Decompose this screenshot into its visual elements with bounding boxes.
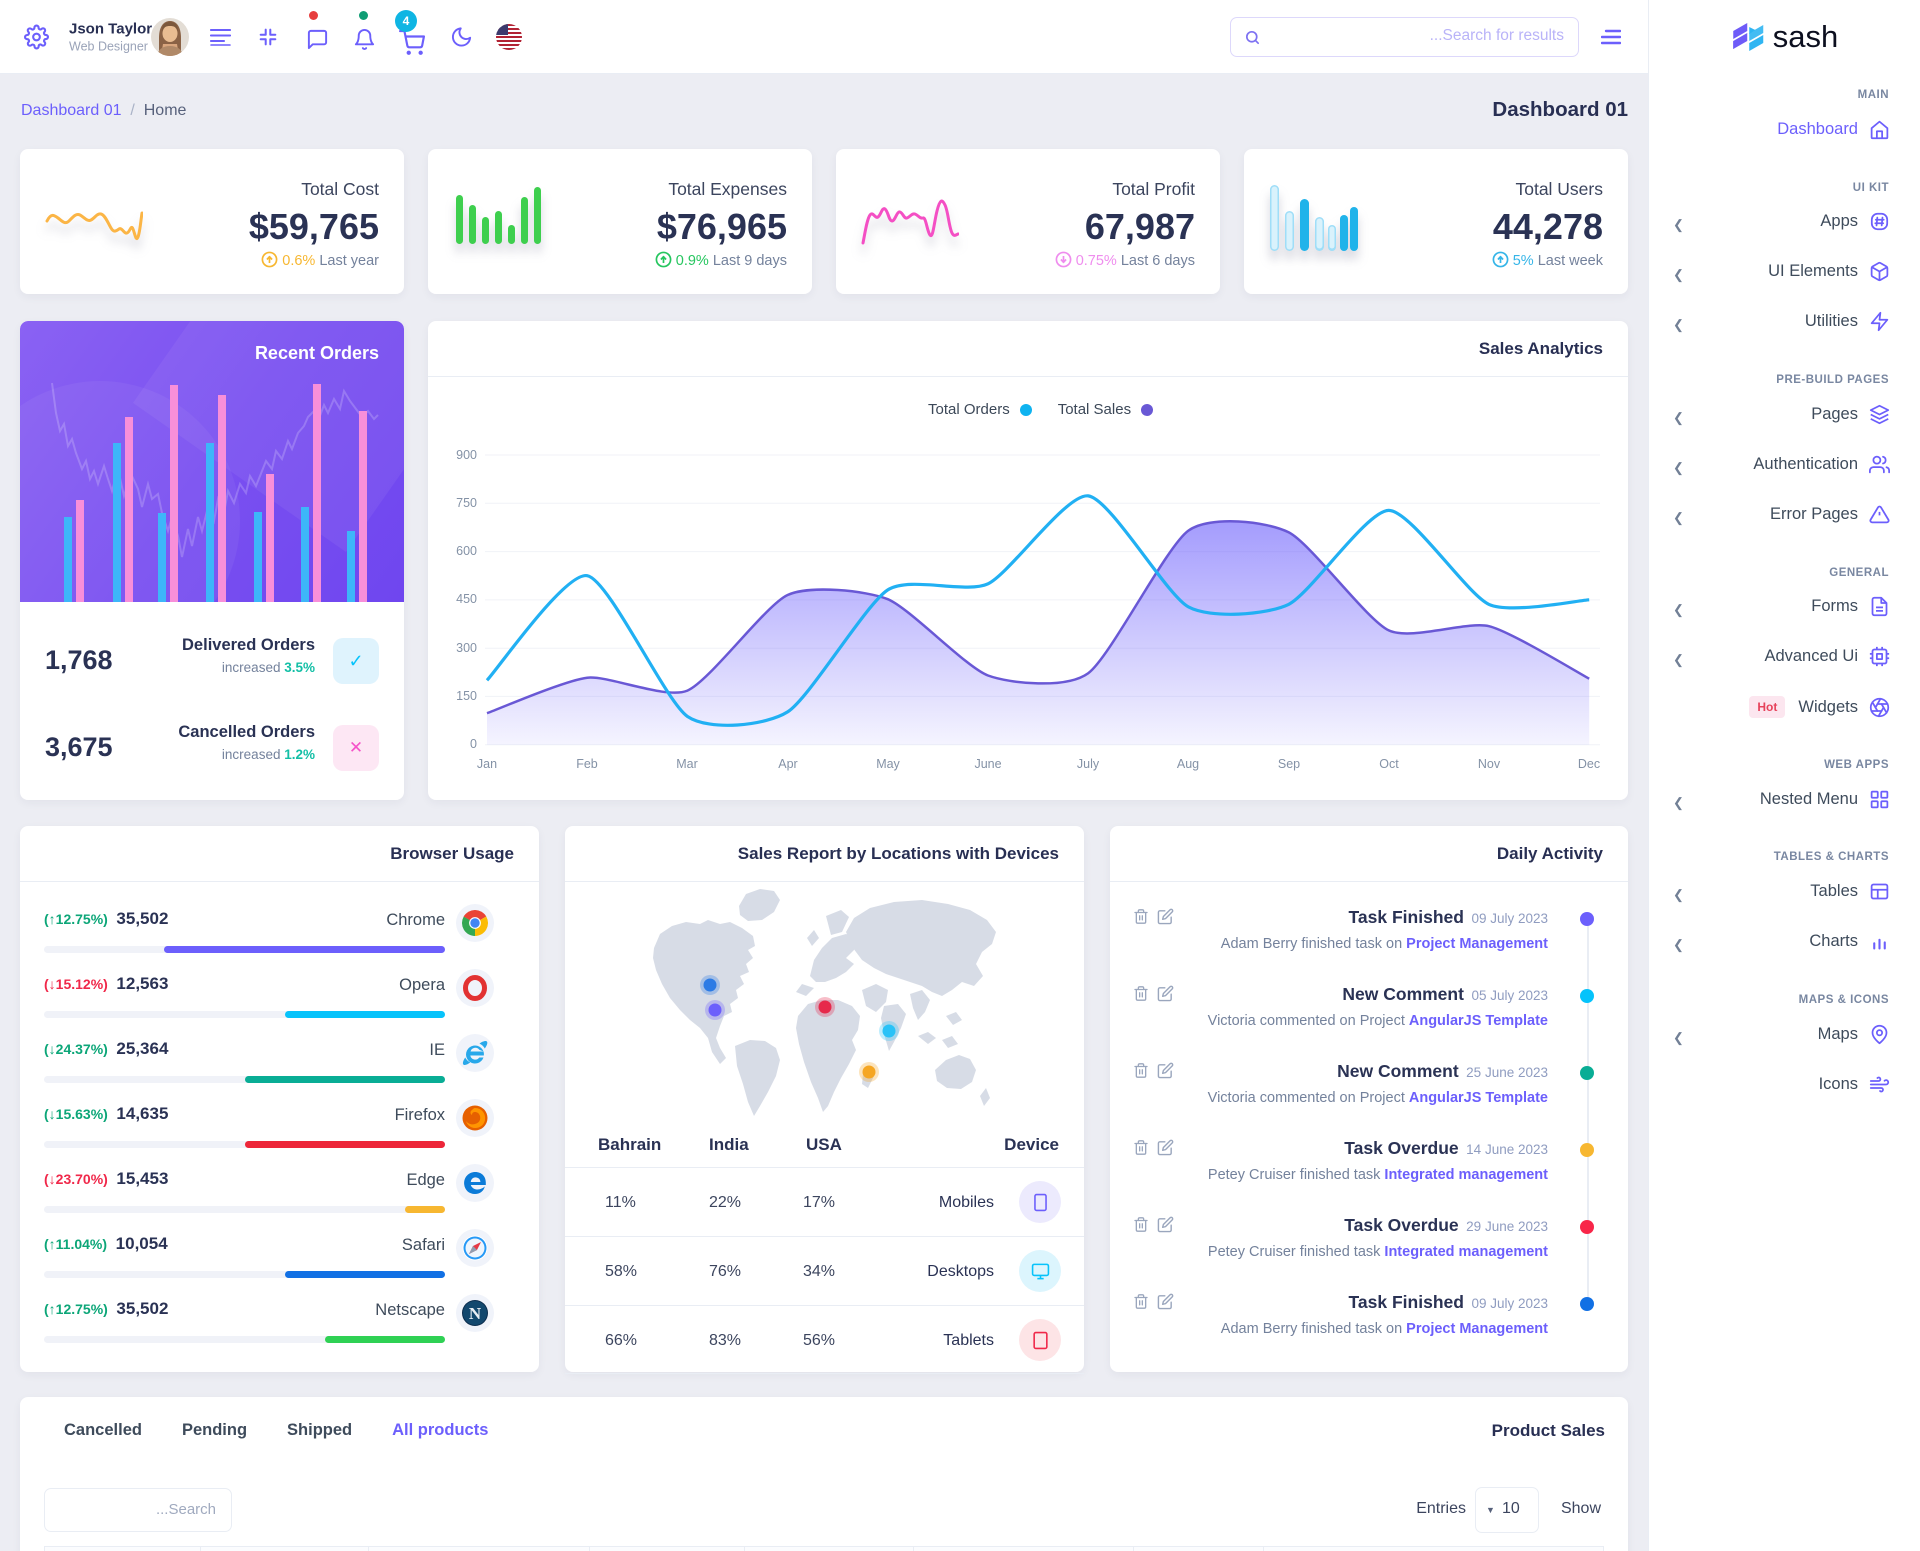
svg-text:Mar: Mar (676, 757, 698, 771)
svg-text:900: 900 (456, 448, 477, 462)
svg-text:Aug: Aug (1177, 757, 1199, 771)
svg-text:0: 0 (470, 737, 477, 751)
svg-text:Apr: Apr (778, 757, 797, 771)
svg-text:July: July (1077, 757, 1100, 771)
svg-text:300: 300 (456, 641, 477, 655)
svg-text:Dec: Dec (1578, 757, 1600, 771)
svg-text:750: 750 (456, 496, 477, 510)
svg-text:150: 150 (456, 689, 477, 703)
svg-text:Nov: Nov (1478, 757, 1501, 771)
svg-text:450: 450 (456, 592, 477, 606)
svg-text:Oct: Oct (1379, 757, 1399, 771)
svg-text:May: May (876, 757, 900, 771)
svg-text:Sep: Sep (1278, 757, 1300, 771)
svg-text:Jan: Jan (477, 757, 497, 771)
svg-text:June: June (974, 757, 1001, 771)
svg-text:N: N (469, 1304, 482, 1323)
svg-text:600: 600 (456, 544, 477, 558)
svg-text:Feb: Feb (576, 757, 598, 771)
